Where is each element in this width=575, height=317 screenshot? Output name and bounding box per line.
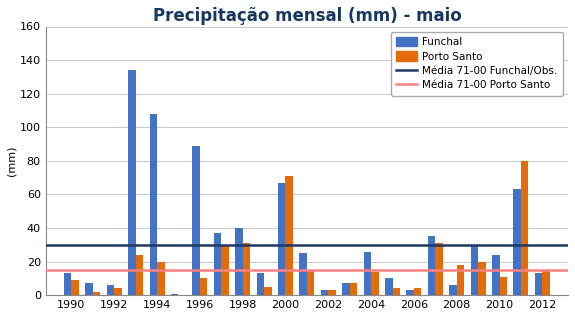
Bar (128, 70, 136, 295)
Bar (457, 265, 464, 295)
Bar (492, 255, 500, 295)
Bar (307, 270, 315, 295)
Bar (71, 280, 79, 295)
Bar (278, 183, 285, 295)
Legend: Funchal, Porto Santo, Média 71-00 Funchal/Obs., Média 71-00 Porto Santo: Funchal, Porto Santo, Média 71-00 Funcha… (391, 32, 563, 95)
Bar (435, 243, 443, 295)
Bar (264, 287, 271, 295)
Bar (64, 273, 71, 295)
Bar (385, 278, 393, 295)
Bar (350, 283, 357, 295)
Y-axis label: (mm): (mm) (7, 146, 17, 176)
Bar (243, 243, 250, 295)
Bar (407, 290, 414, 295)
Bar (414, 288, 421, 295)
Bar (328, 290, 336, 295)
Bar (393, 288, 400, 295)
Bar (200, 278, 208, 295)
Bar (157, 262, 164, 295)
Bar (478, 262, 486, 295)
Bar (542, 270, 550, 295)
Bar (85, 283, 93, 295)
Bar (235, 228, 243, 295)
Bar (285, 176, 293, 295)
Bar (449, 285, 457, 295)
Bar (428, 236, 435, 295)
Bar (93, 292, 100, 295)
Bar (500, 277, 507, 295)
Bar (171, 294, 178, 295)
Bar (342, 283, 350, 295)
Bar (363, 251, 371, 295)
Bar (300, 253, 307, 295)
Bar (114, 288, 122, 295)
Bar (214, 233, 221, 295)
Bar (535, 273, 542, 295)
Bar (371, 272, 378, 295)
Bar (193, 146, 200, 295)
Bar (256, 273, 264, 295)
Bar (321, 290, 328, 295)
Bar (107, 285, 114, 295)
Bar (136, 255, 143, 295)
Bar (221, 245, 229, 295)
Bar (471, 247, 478, 295)
Bar (521, 161, 528, 295)
Title: Precipitação mensal (mm) - maio: Precipitação mensal (mm) - maio (152, 7, 461, 25)
Bar (513, 189, 521, 295)
Bar (150, 114, 157, 295)
